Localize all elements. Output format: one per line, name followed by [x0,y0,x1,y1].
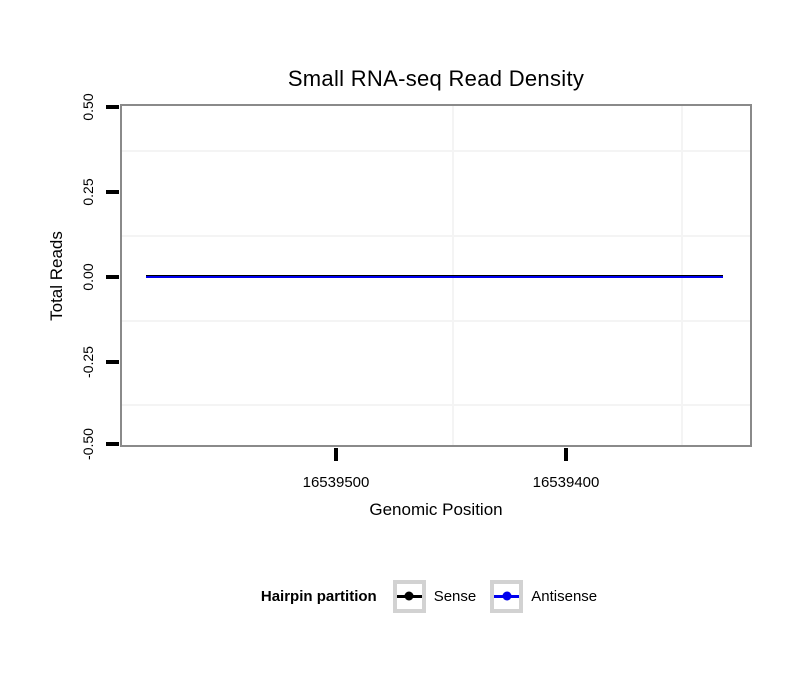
y-tick-label-1: 0.50 [80,93,96,121]
sense-key-dot-icon [404,591,414,601]
legend-key-sense [392,579,426,613]
y-tick-mark-1 [106,105,119,109]
grid-minor-h-2 [122,235,750,237]
grid-minor-h-4 [122,404,750,406]
antisense-key-dot-icon [502,591,512,601]
legend-label-sense: Sense [433,587,477,605]
antisense-series-line [146,276,723,278]
plot-panel [120,104,752,447]
x-tick-label-2: 16539400 [532,474,600,491]
legend-title: Hairpin partition [260,587,377,605]
y-tick-label-2: 0.25 [80,178,96,206]
y-tick-mark-4 [106,360,119,364]
legend-key-antisense [490,579,524,613]
grid-minor-h-3 [122,320,750,322]
legend-label-antisense: Antisense [531,587,598,605]
chart-title: Small RNA-seq Read Density [287,66,585,91]
x-tick-mark-2 [564,448,568,461]
x-axis-title: Genomic Position [369,500,503,519]
x-tick-label-1: 16539500 [302,474,370,491]
y-tick-mark-3 [106,275,119,279]
y-tick-label-3: 0.00 [80,263,96,291]
y-tick-label-4: -0.25 [80,346,96,378]
x-tick-mark-1 [334,448,338,461]
y-tick-mark-5 [106,442,119,446]
y-axis-title: Total Reads [47,231,66,321]
grid-minor-h-1 [122,150,750,152]
y-tick-label-5: -0.50 [80,428,96,460]
legend: Hairpin partition Sense Antisense [120,576,752,616]
y-tick-mark-2 [106,190,119,194]
